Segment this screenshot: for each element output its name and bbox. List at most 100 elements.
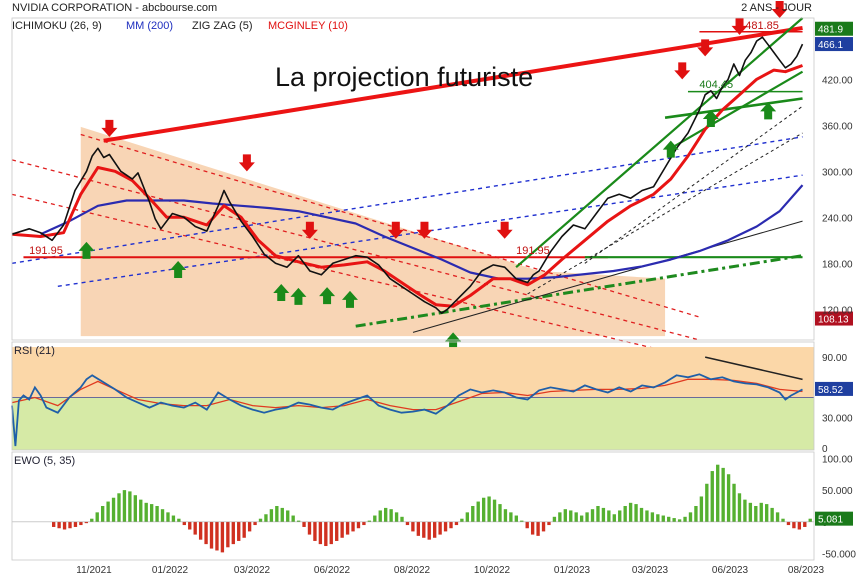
- ewo-bar: [765, 504, 769, 522]
- sell-arrow: [731, 17, 748, 35]
- ewo-bar: [291, 515, 295, 522]
- buy-arrow: [341, 290, 358, 308]
- ewo-bar: [258, 518, 263, 522]
- buy-arrow: [290, 287, 307, 305]
- ewo-bar: [313, 521, 317, 541]
- x-tick-label: 11/2021: [76, 565, 112, 576]
- price-level-label: 191.95: [516, 245, 550, 257]
- red-resistance-line: [103, 25, 803, 143]
- ewo-bar: [639, 507, 644, 522]
- buy-arrow: [273, 284, 290, 302]
- ewo-bar: [492, 499, 497, 522]
- ewo-bar: [324, 521, 328, 547]
- red-dashed-channel-line: [80, 133, 700, 318]
- ewo-bar: [362, 521, 366, 526]
- ewo-bar: [204, 521, 208, 545]
- x-tick-label: 06/2022: [314, 565, 351, 576]
- ewo-bar: [389, 509, 393, 522]
- green-channel-line: [515, 17, 804, 268]
- ewo-bar: [525, 521, 529, 529]
- price-badge-high: [815, 21, 853, 36]
- ewo-bar: [612, 514, 616, 522]
- ewo-bar: [111, 497, 116, 522]
- ewo-bar: [514, 515, 518, 522]
- ewo-bar: [656, 514, 660, 522]
- ewo-bar: [215, 521, 219, 551]
- ewo-bar: [726, 474, 731, 522]
- ewo-bar: [122, 490, 127, 522]
- price-tick-label: 240.00: [822, 213, 853, 224]
- ewo-bar: [345, 521, 350, 535]
- ewo-bar: [737, 493, 742, 522]
- buy-arrow: [78, 241, 95, 259]
- sell-arrow: [238, 154, 255, 172]
- ewo-bar: [68, 521, 72, 529]
- ewo-bar: [645, 510, 649, 522]
- panel-border: [11, 341, 815, 451]
- ewo-bar: [188, 521, 192, 530]
- ewo-bar: [275, 506, 279, 522]
- ewo-bar: [650, 512, 655, 522]
- ewo-bar: [117, 493, 121, 522]
- ewo-bar: [716, 464, 720, 522]
- rsi-line: [11, 373, 803, 447]
- ewo-bar: [579, 515, 584, 522]
- ewo-bar: [661, 515, 665, 522]
- ewo-bar: [394, 512, 399, 522]
- legend-mcginley: MCGINLEY (10): [268, 20, 348, 32]
- price-tick-label: 180.00: [822, 259, 853, 270]
- x-tick-label: 03/2022: [234, 565, 271, 576]
- ewo-bar: [460, 518, 464, 522]
- mcginley-line: [11, 64, 804, 308]
- ewo-bar: [465, 512, 470, 522]
- ewo-bar: [721, 467, 725, 522]
- ewo-badge-text: 5.081: [818, 515, 843, 526]
- ewo-bar: [400, 516, 404, 522]
- ewo-bar: [808, 518, 812, 522]
- sell-arrow: [697, 39, 714, 57]
- ewo-bar: [79, 521, 83, 526]
- x-tick-label: 03/2023: [632, 565, 669, 576]
- price-tick-label: 420.00: [822, 75, 853, 86]
- ewo-bar: [144, 502, 148, 522]
- ewo-bar: [149, 504, 154, 522]
- rsi-badge-text: 58.52: [818, 385, 843, 396]
- rsi-divergence-line: [704, 356, 803, 381]
- sell-arrow: [416, 221, 433, 239]
- price-badge-low: [815, 311, 853, 326]
- ewo-bar: [198, 521, 203, 540]
- ewo-tick-label: 50.000: [822, 486, 853, 497]
- ewo-bar: [280, 507, 284, 522]
- ewo-bar: [90, 518, 94, 522]
- ewo-bar: [57, 521, 61, 529]
- ewo-bar: [220, 521, 225, 553]
- ewo-bar: [585, 512, 589, 522]
- ewo-bar: [84, 521, 89, 524]
- ewo-bar: [481, 497, 486, 522]
- ewo-bar: [226, 521, 230, 548]
- ewo-bar: [416, 521, 421, 536]
- ewo-bar: [296, 520, 301, 522]
- ewo-bar: [498, 504, 502, 522]
- ewo-bar: [100, 506, 105, 522]
- ewo-tick-label: 100.00: [822, 454, 853, 465]
- ewo-bar: [356, 521, 361, 529]
- ewo-bar: [373, 515, 377, 522]
- ewo-bar: [378, 510, 382, 522]
- ewo-bar: [487, 496, 491, 522]
- ewo-bar: [62, 521, 67, 530]
- ewo-bar: [307, 521, 312, 535]
- ewo-badge: [815, 511, 853, 526]
- sell-arrow: [771, 1, 788, 18]
- ewo-bar: [748, 502, 753, 522]
- black-trend-line: [527, 132, 803, 295]
- rsi-tick-label: 30.000: [822, 414, 853, 425]
- red-dashed-channel-line: [11, 193, 700, 360]
- ewo-bar: [318, 521, 323, 545]
- ewo-bar: [743, 499, 747, 522]
- ewo-bar: [574, 512, 578, 522]
- x-tick-label: 01/2022: [152, 565, 189, 576]
- ewo-bar: [231, 521, 235, 545]
- ewo-bar: [335, 521, 339, 541]
